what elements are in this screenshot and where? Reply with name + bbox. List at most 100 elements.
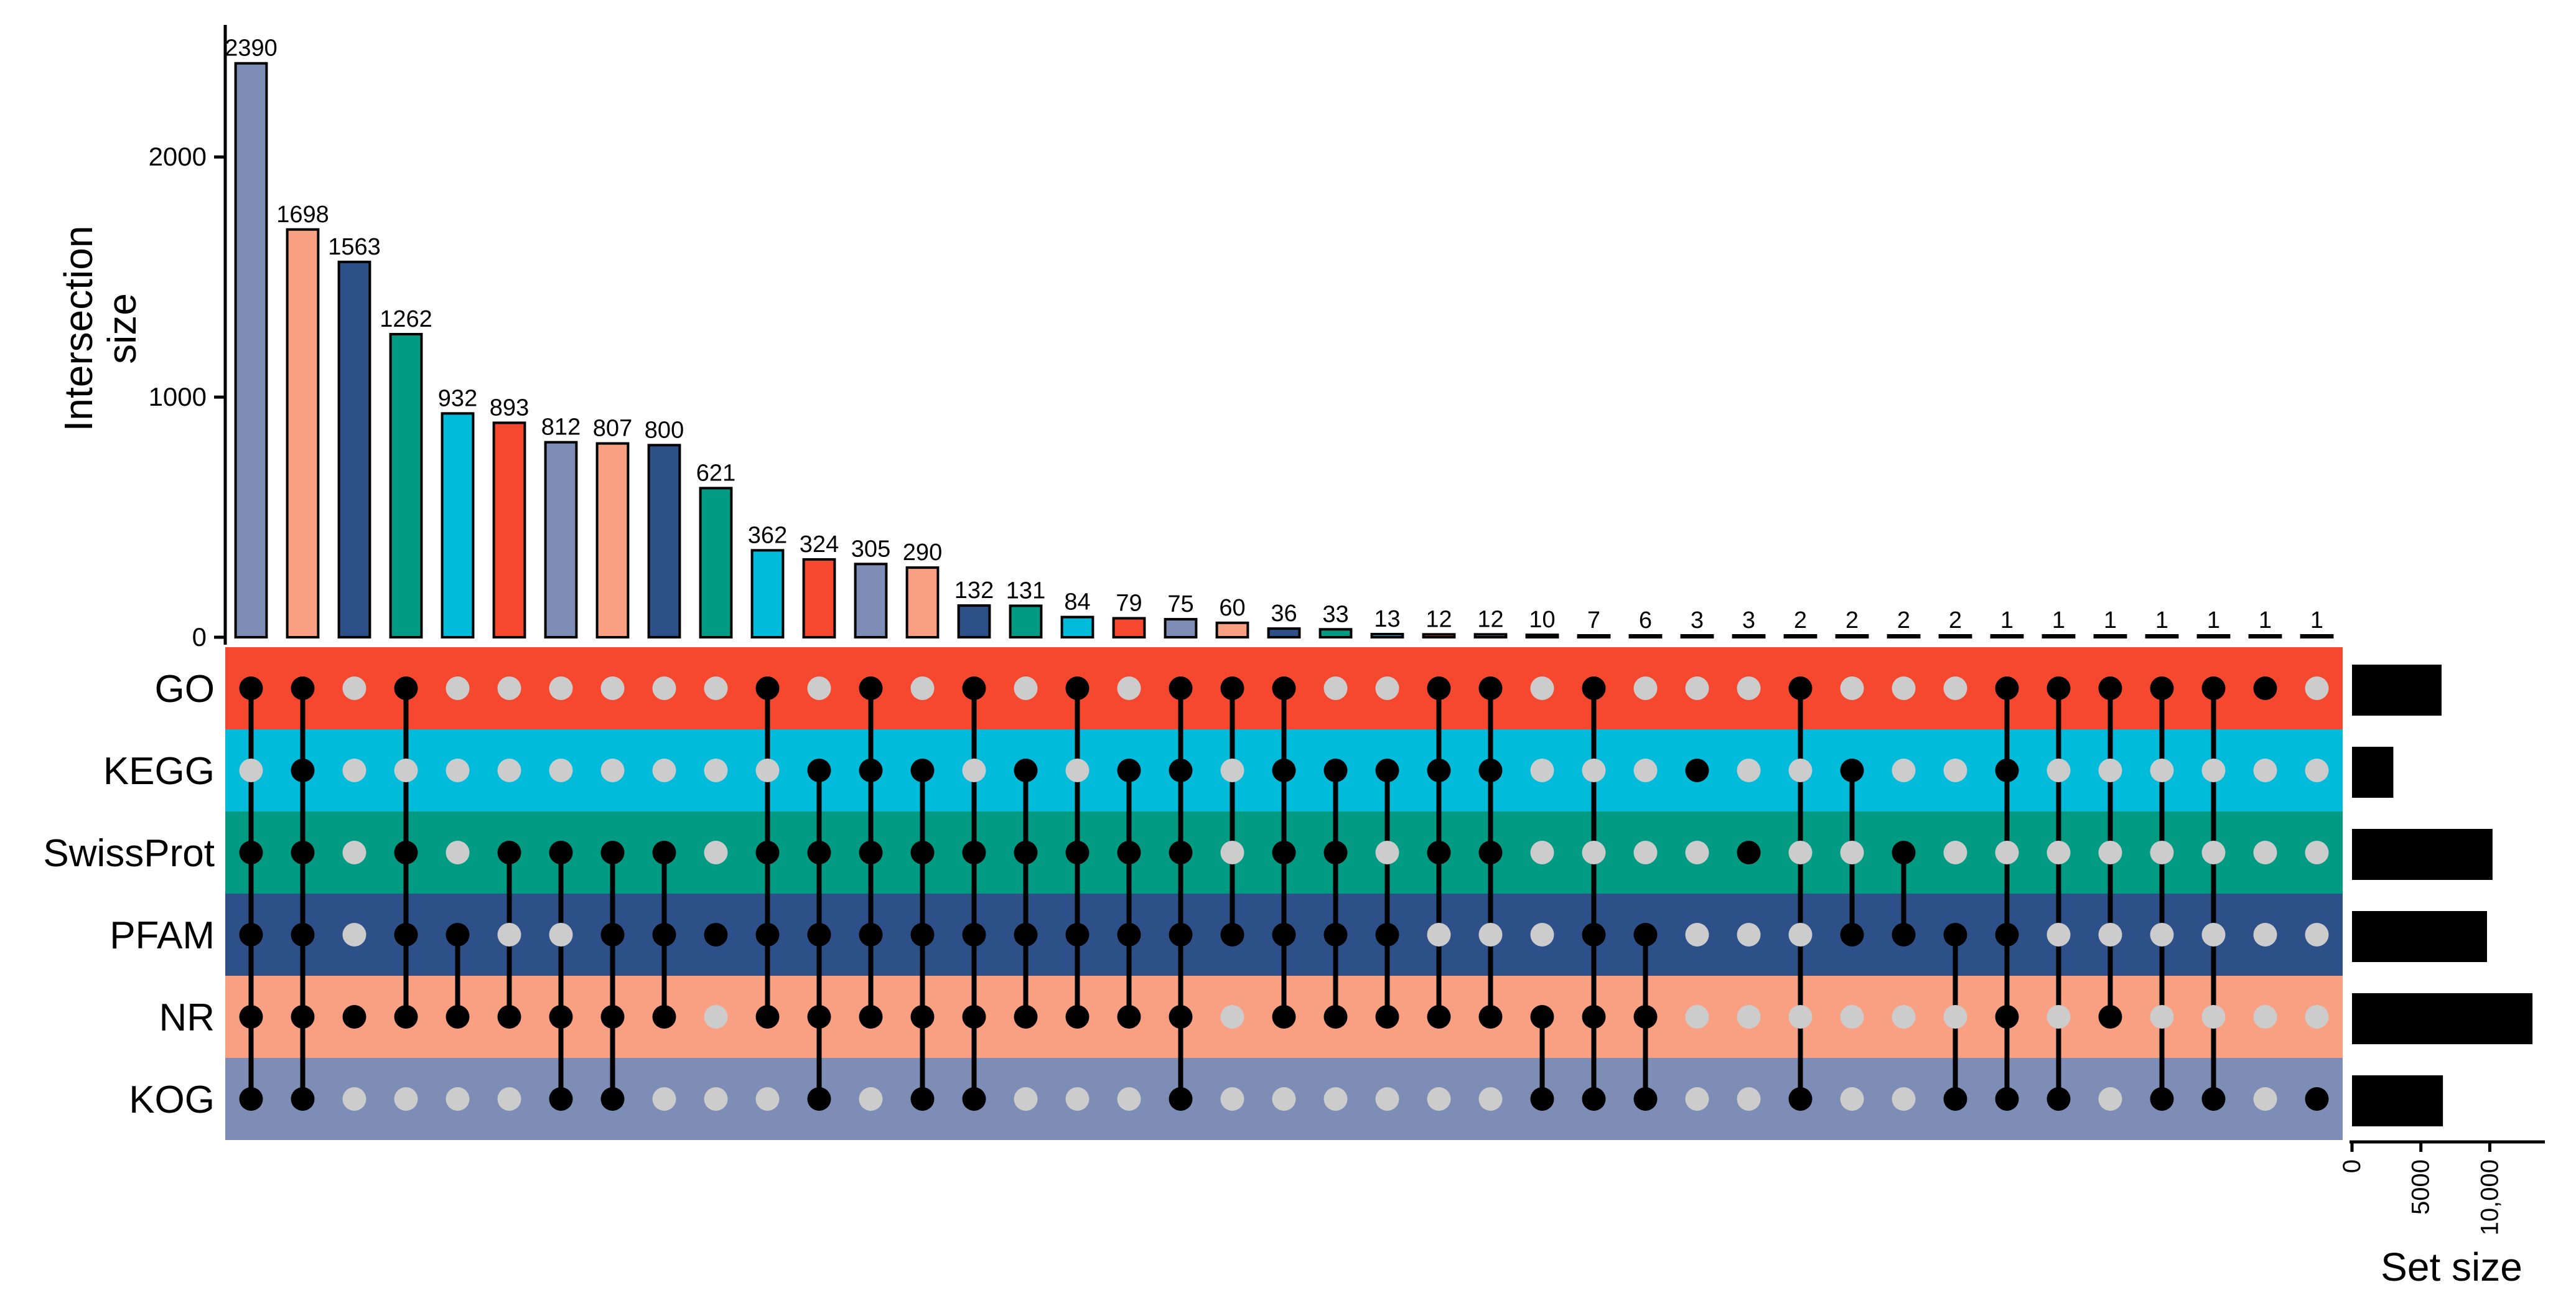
intersection-bar-label: 10 <box>1529 607 1555 633</box>
matrix-dot-filled <box>1323 923 1348 947</box>
matrix-dot-filled <box>497 1005 521 1029</box>
matrix-dot-filled <box>755 841 780 864</box>
matrix-dot-empty <box>2305 759 2329 782</box>
matrix-dot-filled <box>1892 923 1916 947</box>
intersection-bar <box>2248 634 2282 638</box>
matrix-dot-filled <box>1375 923 1399 947</box>
set-name-labels: GO KEGG SwissProt PFAM NR KOG <box>43 668 215 1121</box>
matrix-dot-filled <box>962 923 986 947</box>
intersection-bar <box>802 558 836 638</box>
set-size-bars <box>2352 665 2533 1126</box>
intersection-bar-label: 305 <box>851 536 890 562</box>
matrix-dot-empty <box>1737 923 1761 947</box>
set-size-tick-label: 0 <box>2338 1159 2366 1173</box>
matrix-dot-empty <box>549 923 573 947</box>
set-size-bar-pfam <box>2352 911 2487 962</box>
intersection-bar <box>1680 634 1714 638</box>
matrix-dot-filled <box>1117 759 1141 782</box>
matrix-dot-empty <box>1478 923 1503 947</box>
intersection-bar <box>1422 633 1456 638</box>
matrix-dot-empty <box>652 1087 676 1111</box>
intersection-bar-label: 812 <box>541 414 581 441</box>
matrix-dot-filled <box>239 1005 263 1029</box>
matrix-dot-empty <box>2201 841 2226 864</box>
matrix-dot-empty <box>1840 841 1864 864</box>
intersection-bar-label: 1 <box>2310 607 2323 633</box>
matrix-dot-empty <box>1737 1005 1761 1029</box>
matrix-dot-filled <box>1582 923 1606 947</box>
matrix-dot-filled <box>291 1087 315 1111</box>
matrix-dot-filled <box>910 1087 935 1111</box>
set-size-axis-title: Set size <box>2381 1245 2522 1289</box>
matrix-dot-empty <box>1375 1087 1399 1111</box>
matrix-dot-filled <box>1995 676 2019 700</box>
matrix-dot-filled <box>1478 676 1503 700</box>
matrix-dot-empty <box>446 841 470 864</box>
intersection-bar-label: 2 <box>1794 607 1807 633</box>
matrix-dot-empty <box>1737 676 1761 700</box>
matrix-dot-filled <box>962 1087 986 1111</box>
matrix-dot-filled <box>859 759 883 782</box>
matrix-dot-empty <box>1788 759 1813 782</box>
matrix-dot-filled <box>2201 1087 2226 1111</box>
intersection-bar-label: 1698 <box>276 202 329 228</box>
matrix-dot-empty <box>2046 923 2071 947</box>
matrix-dot-empty <box>1737 759 1761 782</box>
matrix-dot-empty <box>652 676 676 700</box>
intersection-bar <box>1887 634 1921 638</box>
intersection-bar-label: 1 <box>2104 607 2117 633</box>
matrix-dot-filled <box>1220 676 1244 700</box>
matrix-dot-empty <box>1840 676 1864 700</box>
matrix-dot-empty <box>1633 676 1658 700</box>
matrix-dot-empty <box>1892 1005 1916 1029</box>
matrix-dot-filled <box>1169 1087 1193 1111</box>
intersection-bar-label: 12 <box>1477 606 1503 632</box>
matrix-dot-filled <box>1375 759 1399 782</box>
intersection-bar <box>2093 634 2127 638</box>
matrix-dot-filled <box>1065 841 1090 864</box>
matrix-dot-filled <box>1169 1005 1193 1029</box>
matrix-dot-empty <box>1272 1087 1296 1111</box>
matrix-dot-empty <box>2305 923 2329 947</box>
matrix-dot-filled <box>1995 1087 2019 1111</box>
matrix-dot-empty <box>2150 841 2174 864</box>
matrix-dot-filled <box>652 841 676 864</box>
intersection-bar <box>1628 634 1663 638</box>
matrix-dot-filled <box>497 841 521 864</box>
matrix-dot-filled <box>1633 923 1658 947</box>
matrix-dot-empty <box>1117 1087 1141 1111</box>
matrix-dot-empty <box>755 1087 780 1111</box>
matrix-dot-filled <box>2098 676 2122 700</box>
matrix-dot-filled <box>807 841 831 864</box>
matrix-dot-empty <box>1943 841 1967 864</box>
matrix-dot-filled <box>1633 1087 1658 1111</box>
matrix-dot-filled <box>1065 1005 1090 1029</box>
intersection-bar-label: 36 <box>1271 601 1297 627</box>
matrix-dot-filled <box>239 1087 263 1111</box>
intersection-bar-label: 1 <box>2259 607 2272 633</box>
matrix-dot-empty <box>2305 676 2329 700</box>
intersection-bar <box>1009 604 1043 638</box>
intersection-bars <box>234 62 2334 639</box>
matrix-dot-empty <box>2253 841 2277 864</box>
intersection-bar <box>1835 634 1869 638</box>
matrix-dot-filled <box>962 1005 986 1029</box>
matrix-dot-filled <box>2150 676 2174 700</box>
matrix-dot-filled <box>239 676 263 700</box>
matrix-dot-empty <box>1220 841 1244 864</box>
intersection-bar <box>1525 633 1559 638</box>
matrix-dot-empty <box>704 1005 728 1029</box>
intersection-bar <box>1370 632 1404 638</box>
matrix-dot-filled <box>291 841 315 864</box>
intersection-bar-label: 362 <box>748 522 787 548</box>
matrix-dot-empty <box>704 676 728 700</box>
matrix-dot-filled <box>1478 1005 1503 1029</box>
matrix-dot-empty <box>1375 676 1399 700</box>
matrix-dot-filled <box>1169 923 1193 947</box>
matrix-dot-empty <box>1065 1087 1090 1111</box>
matrix-dot-empty <box>1478 1087 1503 1111</box>
intersection-bar-label: 290 <box>903 540 942 566</box>
matrix-dot-empty <box>1788 841 1813 864</box>
matrix-dot-empty <box>342 923 366 947</box>
